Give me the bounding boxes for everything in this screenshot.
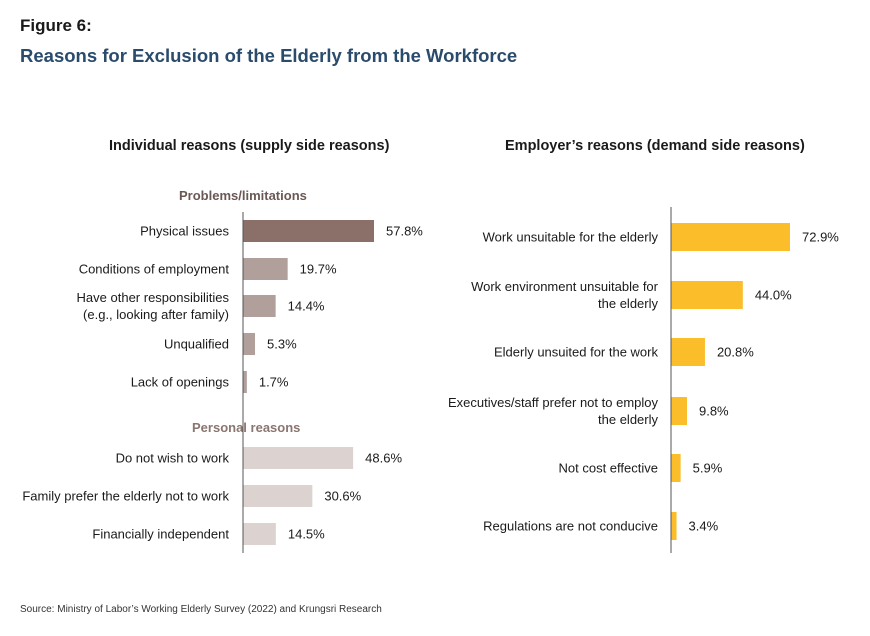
bar-problems-3 — [243, 333, 256, 355]
source-note: Source: Ministry of Labor’s Working Elde… — [20, 604, 382, 615]
category-label: Regulations are not conducive — [483, 519, 658, 534]
category-label: Elderly unsuited for the work — [494, 345, 659, 360]
bar-personal-2 — [243, 523, 276, 545]
category-label: Have other responsibilities — [77, 290, 230, 305]
group-title-problems: Problems/limitations — [179, 188, 307, 203]
figure-title: Reasons for Exclusion of the Elderly fro… — [20, 45, 518, 66]
category-label: Physical issues — [140, 224, 229, 239]
data-label: 5.3% — [267, 337, 297, 352]
bar-employer-3 — [671, 397, 687, 425]
data-label: 30.6% — [324, 489, 361, 504]
category-label: Unqualified — [164, 337, 229, 352]
bar-personal-1 — [243, 485, 313, 507]
category-label: Do not wish to work — [116, 451, 230, 466]
data-label: 3.4% — [689, 519, 719, 534]
data-label: 57.8% — [386, 224, 423, 239]
figure-label: Figure 6: — [20, 16, 92, 35]
bar-employer-0 — [671, 223, 790, 251]
category-label: the elderly — [598, 296, 658, 311]
data-label: 44.0% — [755, 288, 792, 303]
bar-employer-1 — [671, 281, 743, 309]
category-label: Conditions of employment — [79, 262, 230, 277]
data-label: 5.9% — [693, 461, 723, 476]
category-label: Lack of openings — [131, 375, 230, 390]
bar-problems-2 — [243, 295, 276, 317]
bar-personal-0 — [243, 447, 354, 469]
category-label: Work environment unsuitable for — [471, 279, 659, 294]
bar-problems-1 — [243, 258, 288, 280]
category-label: (e.g., looking after family) — [83, 307, 229, 322]
category-label: Not cost effective — [559, 461, 658, 476]
category-label: Work unsuitable for the elderly — [483, 230, 659, 245]
category-label: Financially independent — [92, 527, 229, 542]
bar-charts: Physical issues 57.8% Conditions of employ… — [22, 207, 839, 553]
right-chart-title: Employer’s reasons (demand side reasons) — [505, 138, 805, 154]
bar-employer-5 — [671, 512, 677, 540]
category-label: Family prefer the elderly not to work — [22, 489, 229, 504]
left-chart-title: Individual reasons (supply side reasons) — [109, 138, 390, 154]
bar-problems-0 — [243, 220, 374, 242]
data-label: 48.6% — [365, 451, 402, 466]
bar-employer-4 — [671, 454, 681, 482]
bar-employer-2 — [671, 338, 705, 366]
data-label: 72.9% — [802, 230, 839, 245]
data-label: 14.4% — [288, 299, 325, 314]
bar-problems-4 — [243, 371, 247, 393]
data-label: 1.7% — [259, 375, 289, 390]
data-label: 9.8% — [699, 404, 729, 419]
data-label: 19.7% — [300, 262, 337, 277]
data-label: 14.5% — [288, 527, 325, 542]
category-label: Executives/staff prefer not to employ — [448, 395, 659, 410]
data-label: 20.8% — [717, 345, 754, 360]
group-title-personal: Personal reasons — [192, 420, 301, 435]
category-label: the elderly — [598, 412, 658, 427]
